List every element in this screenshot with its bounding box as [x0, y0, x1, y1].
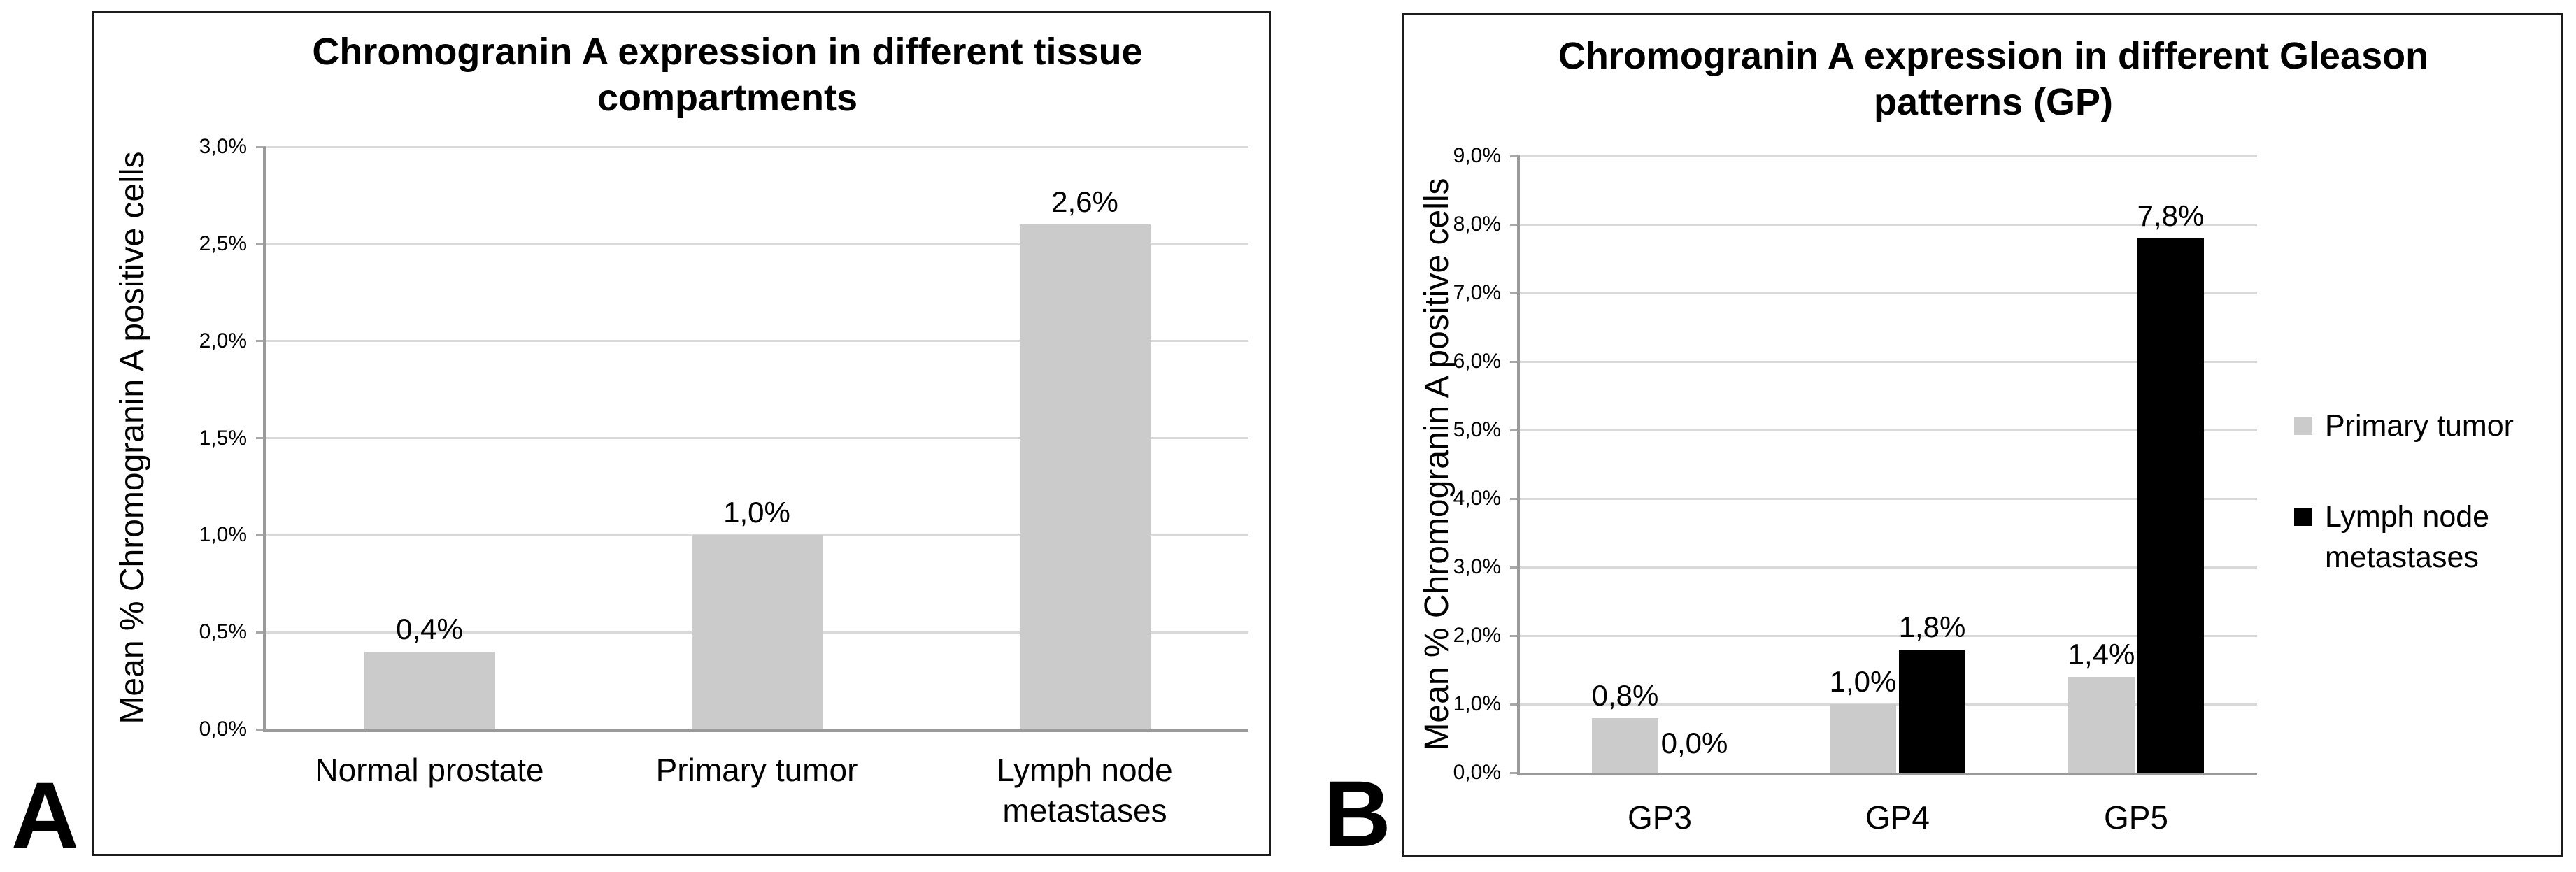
y-tick-mark	[1510, 497, 1520, 500]
y-tick-mark	[1510, 771, 1520, 774]
value-label: 0,8%	[1591, 678, 1659, 712]
value-label: 2,6%	[1051, 185, 1118, 219]
x-category-label-line: metastases	[1002, 792, 1167, 829]
y-tick-mark	[1510, 155, 1520, 157]
panel-a-title-line1: Chromogranin A expression in different t…	[312, 31, 1143, 73]
y-tick-mark	[1510, 292, 1520, 294]
y-tick-mark	[1510, 429, 1520, 431]
bar-series	[691, 535, 823, 729]
y-tick-mark	[256, 534, 266, 536]
y-tick-label: 0,0%	[199, 717, 247, 741]
y-tick-label: 3,0%	[199, 135, 247, 158]
legend-label-line: metastases	[2325, 541, 2479, 574]
y-tick-label: 9,0%	[1453, 144, 1501, 167]
gridline	[266, 243, 1248, 245]
gridline	[1520, 566, 2257, 569]
gridline	[266, 340, 1248, 343]
gridline	[1520, 634, 2257, 637]
value-label: 0,4%	[396, 612, 463, 645]
value-label: 7,8%	[2137, 199, 2205, 232]
bar-lymph-node-metastases	[1899, 649, 1965, 773]
bar-lymph-node-metastases	[2137, 238, 2204, 773]
y-tick-label: 5,0%	[1453, 418, 1501, 441]
y-tick-label: 6,0%	[1453, 350, 1501, 373]
value-label: 1,4%	[2068, 637, 2135, 671]
gridline	[1520, 292, 2257, 294]
panel-b-letter: B	[1323, 762, 1391, 866]
y-tick-mark	[256, 243, 266, 245]
x-category-label: GP5	[1968, 797, 2304, 838]
x-category-label: Primary tumor	[589, 750, 925, 790]
y-tick-mark	[1510, 223, 1520, 226]
legend-label-primary-tumor: Primary tumor	[2325, 406, 2576, 446]
y-tick-label: 0,5%	[199, 620, 247, 644]
value-label: 1,0%	[723, 496, 790, 529]
bar-primary-tumor	[1592, 717, 1658, 773]
legend-label-line: Lymph node	[2325, 500, 2490, 534]
value-label: 1,8%	[1898, 610, 1966, 643]
panel-b-title-line1: Chromogranin A expression in different G…	[1558, 35, 2429, 77]
y-axis-line	[1517, 156, 1520, 773]
y-tick-label: 1,0%	[1453, 692, 1501, 715]
y-tick-mark	[256, 631, 266, 634]
x-category-label: Normal prostate	[262, 750, 597, 790]
gridline	[1520, 155, 2257, 157]
y-tick-label: 2,0%	[199, 329, 247, 352]
y-tick-label: 2,0%	[1453, 624, 1501, 647]
y-tick-mark	[1510, 703, 1520, 706]
bar-series	[364, 651, 495, 729]
panel-b-title-line2: patterns (GP)	[1873, 81, 2114, 123]
y-tick-mark	[256, 437, 266, 439]
legend-label-lymph-node-metastases: Lymph node metastases	[2325, 496, 2576, 578]
value-label: 0,0%	[1660, 727, 1728, 759]
legend-swatch-primary-tumor	[2294, 417, 2312, 435]
x-category-label: Lymph node metastases	[917, 750, 1253, 831]
gridline	[266, 437, 1248, 439]
gridline	[1520, 360, 2257, 363]
x-category-label-line: GP5	[2103, 799, 2169, 836]
gridline	[1520, 429, 2257, 431]
panel-a-title-line2: compartments	[597, 77, 858, 119]
y-tick-mark	[1510, 566, 1520, 569]
y-tick-label: 2,5%	[199, 231, 247, 255]
bar-series	[1019, 224, 1151, 729]
gridline	[1520, 223, 2257, 226]
y-tick-label: 7,0%	[1453, 281, 1501, 304]
y-tick-label: 0,0%	[1453, 761, 1501, 784]
y-tick-mark	[1510, 360, 1520, 363]
x-axis-line	[1517, 773, 2257, 775]
legend-label-line: Primary tumor	[2325, 409, 2514, 443]
y-tick-label: 3,0%	[1453, 555, 1501, 578]
y-tick-label: 4,0%	[1453, 487, 1501, 510]
y-tick-label: 1,0%	[199, 523, 247, 547]
x-category-label-line: GP3	[1627, 799, 1693, 836]
y-tick-label: 8,0%	[1453, 213, 1501, 236]
y-tick-mark	[256, 145, 266, 148]
gridline	[266, 145, 1248, 148]
bar-primary-tumor	[1830, 704, 1896, 773]
bar-primary-tumor	[2068, 676, 2135, 773]
x-category-label-line: Lymph node	[997, 752, 1173, 788]
y-axis-line	[263, 147, 266, 729]
panel-a-border	[92, 11, 1271, 856]
y-tick-label: 1,5%	[199, 426, 247, 450]
value-label: 1,0%	[1829, 665, 1897, 698]
x-category-label-line: Normal prostate	[315, 752, 544, 788]
panel-a-letter: A	[11, 764, 79, 868]
y-tick-mark	[1510, 634, 1520, 637]
x-category-label: GP3	[1492, 797, 1828, 838]
panel-a-title: Chromogranin A expression in different t…	[140, 29, 1315, 121]
x-category-label-line: Primary tumor	[655, 752, 858, 788]
x-category-label: GP4	[1730, 797, 2065, 838]
y-tick-mark	[256, 728, 266, 731]
legend-swatch-lymph-node-metastases	[2294, 508, 2312, 526]
x-category-label-line: GP4	[1865, 799, 1930, 836]
gridline	[1520, 497, 2257, 500]
y-tick-mark	[256, 340, 266, 343]
panel-b-border	[1402, 13, 2563, 857]
panel-b-title: Chromogranin A expression in different G…	[1406, 33, 2576, 125]
x-axis-line	[263, 729, 1248, 732]
